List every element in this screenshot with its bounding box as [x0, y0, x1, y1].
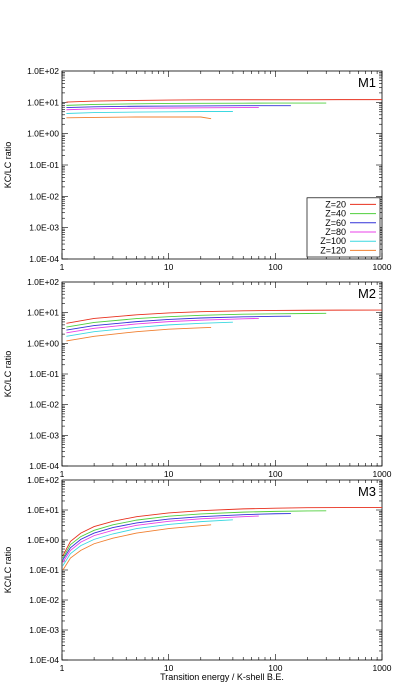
x-tick-label: 1000 [373, 469, 392, 479]
y-tick-label: 1.0E-03 [29, 625, 59, 635]
series-line-z80 [62, 515, 259, 563]
x-tick-label: 10 [164, 469, 174, 479]
x-tick-label: 10 [164, 663, 174, 673]
series-line-z40 [66, 102, 327, 106]
y-tick-label: 1.0E-01 [29, 160, 59, 170]
legend-label: Z=40 [325, 209, 346, 219]
y-tick-label: 1.0E-02 [29, 191, 59, 201]
x-tick-label: 10 [164, 262, 174, 272]
x-tick-label: 100 [268, 663, 282, 673]
series-line-z40 [62, 510, 327, 559]
series-line-z20 [66, 309, 383, 324]
series-line-z120 [66, 326, 212, 342]
y-tick-label: 1.0E+01 [27, 97, 59, 107]
y-tick-label: 1.0E-03 [29, 223, 59, 233]
legend-label: Z=80 [325, 227, 346, 237]
y-tick-label: 1.0E+00 [27, 129, 59, 139]
panel-tag: M3 [358, 484, 376, 499]
panel-m2: 1 10 100 1000 1.0E-04 1.0E-03 1.0E-02 1.0E-01 1.… [3, 277, 392, 479]
y-axis-title: KC/LC ratio [3, 351, 13, 398]
panel-m3: 1 10 100 1000 1.0E-04 1.0E-03 1.0E-02 1.0E-01 1.… [3, 475, 392, 682]
series-line-z100 [62, 519, 233, 566]
panel-m1: 1 10 100 1000 1.0E-04 1.0E-03 1.0E-02 1.0E-01 1.… [3, 66, 392, 272]
series-line-z40 [66, 312, 327, 328]
y-axis-title: KC/LC ratio [3, 547, 13, 594]
legend-box [306, 197, 381, 258]
series-line-z100 [66, 111, 233, 114]
x-tick-label: 1000 [373, 663, 392, 673]
x-tick-label: 100 [268, 262, 282, 272]
series-line-z120 [66, 116, 212, 120]
x-tick-label: 100 [268, 469, 282, 479]
y-tick-label: 1.0E-01 [29, 565, 59, 575]
y-tick-label: 1.0E+02 [27, 475, 59, 485]
y-tick-label: 1.0E-04 [29, 655, 59, 665]
x-tick-label: 1 [60, 262, 65, 272]
series-line-z80 [66, 317, 259, 334]
y-tick-label: 1.0E+00 [27, 338, 59, 348]
panel-tag: M2 [358, 286, 376, 301]
series-line-z80 [66, 107, 259, 111]
y-axis-title: KC/LC ratio [3, 142, 13, 189]
y-tick-label: 1.0E-04 [29, 461, 59, 471]
y-tick-label: 1.0E-02 [29, 400, 59, 410]
y-tick-label: 1.0E-01 [29, 369, 59, 379]
y-tick-label: 1.0E+00 [27, 535, 59, 545]
plot-frame [61, 281, 383, 467]
y-tick-label: 1.0E+02 [27, 66, 59, 76]
x-tick-label: 1 [60, 469, 65, 479]
series-line-z20 [62, 506, 383, 556]
y-tick-label: 1.0E+01 [27, 505, 59, 515]
legend-label: Z=120 [320, 245, 346, 255]
legend-label: Z=60 [325, 218, 346, 228]
x-axis-title: Transition energy / K-shell B.E. [160, 672, 284, 682]
plot-frame [61, 479, 383, 661]
y-tick-label: 1.0E-03 [29, 430, 59, 440]
y-tick-label: 1.0E-04 [29, 254, 59, 264]
y-tick-label: 1.0E+01 [27, 308, 59, 318]
series-line-z100 [66, 321, 233, 337]
y-tick-label: 1.0E+02 [27, 277, 59, 287]
series-line-z60 [66, 315, 291, 331]
series-line-z20 [66, 99, 382, 103]
x-tick-label: 1000 [373, 262, 392, 272]
series-line-z60 [66, 105, 291, 109]
y-tick-label: 1.0E-02 [29, 595, 59, 605]
series-line-z60 [62, 513, 291, 560]
x-tick-label: 1 [60, 663, 65, 673]
legend-label: Z=20 [325, 199, 346, 209]
legend-label: Z=100 [320, 236, 346, 246]
series-line-z120 [62, 524, 212, 571]
panel-tag: M1 [358, 75, 376, 90]
